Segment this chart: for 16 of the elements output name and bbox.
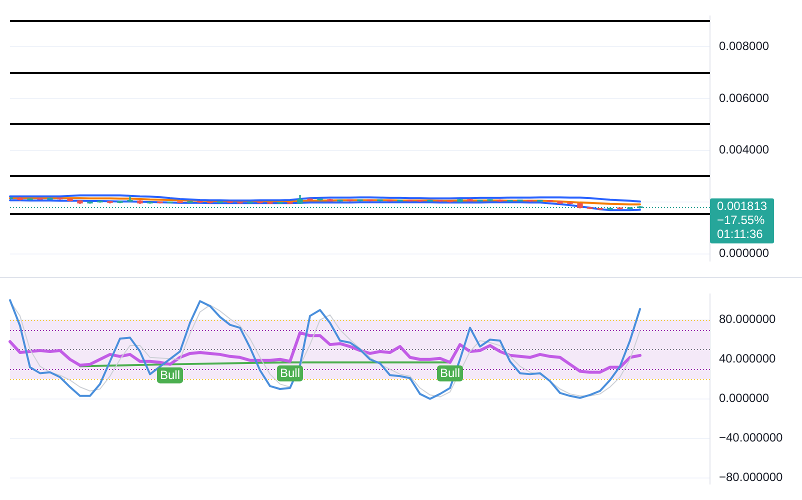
- y-tick-label: −40.000000: [719, 430, 784, 445]
- candlestick: [127, 196, 133, 202]
- y-tick-label: 80.000000: [719, 312, 776, 326]
- y-tick-label: 0.000000: [719, 246, 770, 260]
- y-tick-label: 0.004000: [719, 142, 770, 157]
- text: −17.55%: [717, 213, 766, 228]
- y-tick-label: −80.000000: [719, 470, 784, 484]
- data-label: Bull: [280, 366, 300, 380]
- y-tick-label: 0.008000: [719, 39, 770, 54]
- y-tick-label: 0.000000: [719, 391, 770, 406]
- data-label: Bull: [440, 366, 460, 380]
- text: 01:11:36: [717, 227, 764, 242]
- y-tick-label: 40.000000: [719, 352, 776, 366]
- data-label: Bull: [160, 368, 180, 382]
- ref-line-label: 0.001813: [717, 199, 768, 214]
- y-tick-label: 0.006000: [719, 90, 770, 105]
